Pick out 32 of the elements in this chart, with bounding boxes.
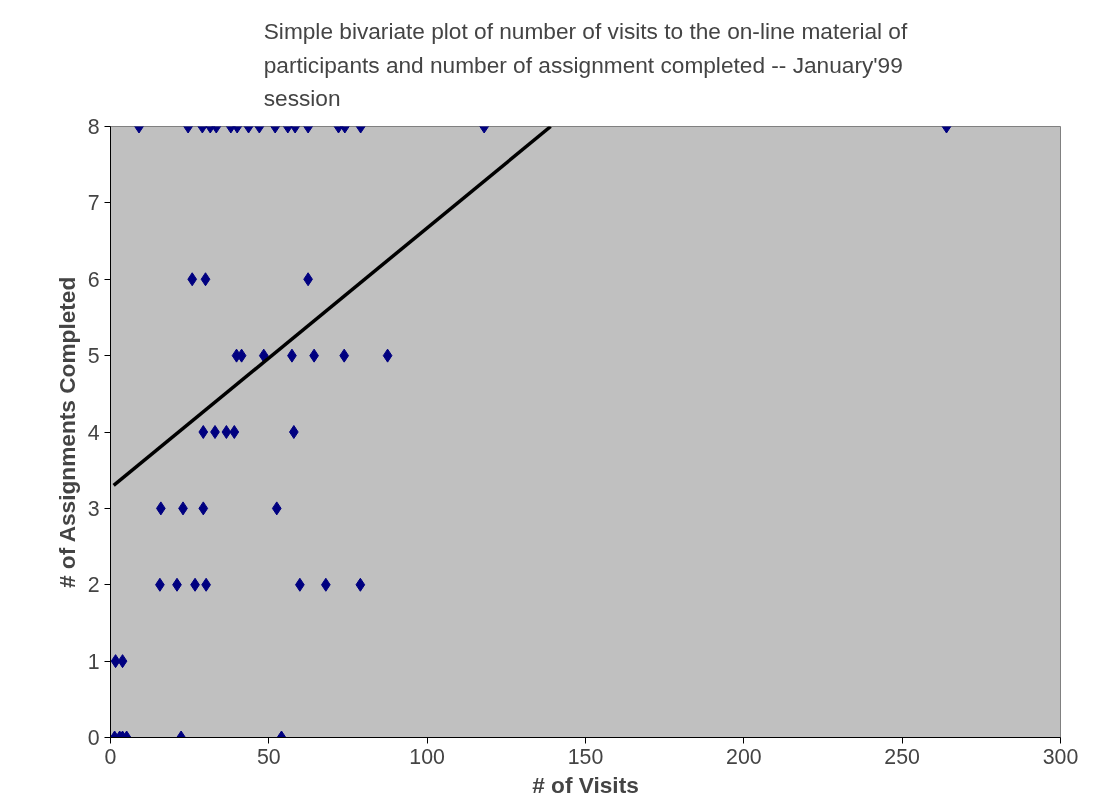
point [382, 348, 393, 363]
x-tick-label: 200 [726, 744, 762, 769]
point [198, 425, 209, 439]
point [258, 348, 269, 363]
x-tick-label: 300 [1042, 744, 1079, 769]
point [271, 501, 282, 516]
y-axis-title: # of Assignments Completed [53, 276, 80, 589]
y-tick-label: 8 [87, 115, 100, 139]
chart-title: Simple bivariate plot of number of visits to the on-line material of participants and number of assignment completed -- January'99 session [263, 17, 908, 112]
y-tick-label: 3 [87, 496, 100, 521]
x-tick-label: 50 [256, 744, 281, 769]
y-tick-label: 1 [87, 649, 100, 674]
x-tick-label: 100 [409, 744, 446, 769]
y-tick-label: 2 [87, 573, 100, 598]
point [339, 348, 350, 363]
point [200, 272, 211, 287]
x-tick-label: 150 [567, 744, 604, 769]
point [210, 425, 220, 439]
point [187, 272, 198, 287]
x-tick-label: 250 [884, 744, 921, 769]
x-tick-label: 0 [104, 744, 117, 769]
y-tick-label: 0 [87, 726, 100, 750]
y-tick-label: 7 [87, 191, 100, 216]
point [229, 425, 240, 439]
point [355, 577, 366, 592]
y-tick-label: 4 [87, 420, 100, 445]
point [221, 425, 232, 439]
y-tick-label: 5 [87, 344, 100, 369]
point [289, 425, 299, 439]
x-axis-title: # of Visits [532, 771, 639, 798]
point [198, 501, 209, 516]
y-tick-label: 6 [87, 267, 100, 292]
